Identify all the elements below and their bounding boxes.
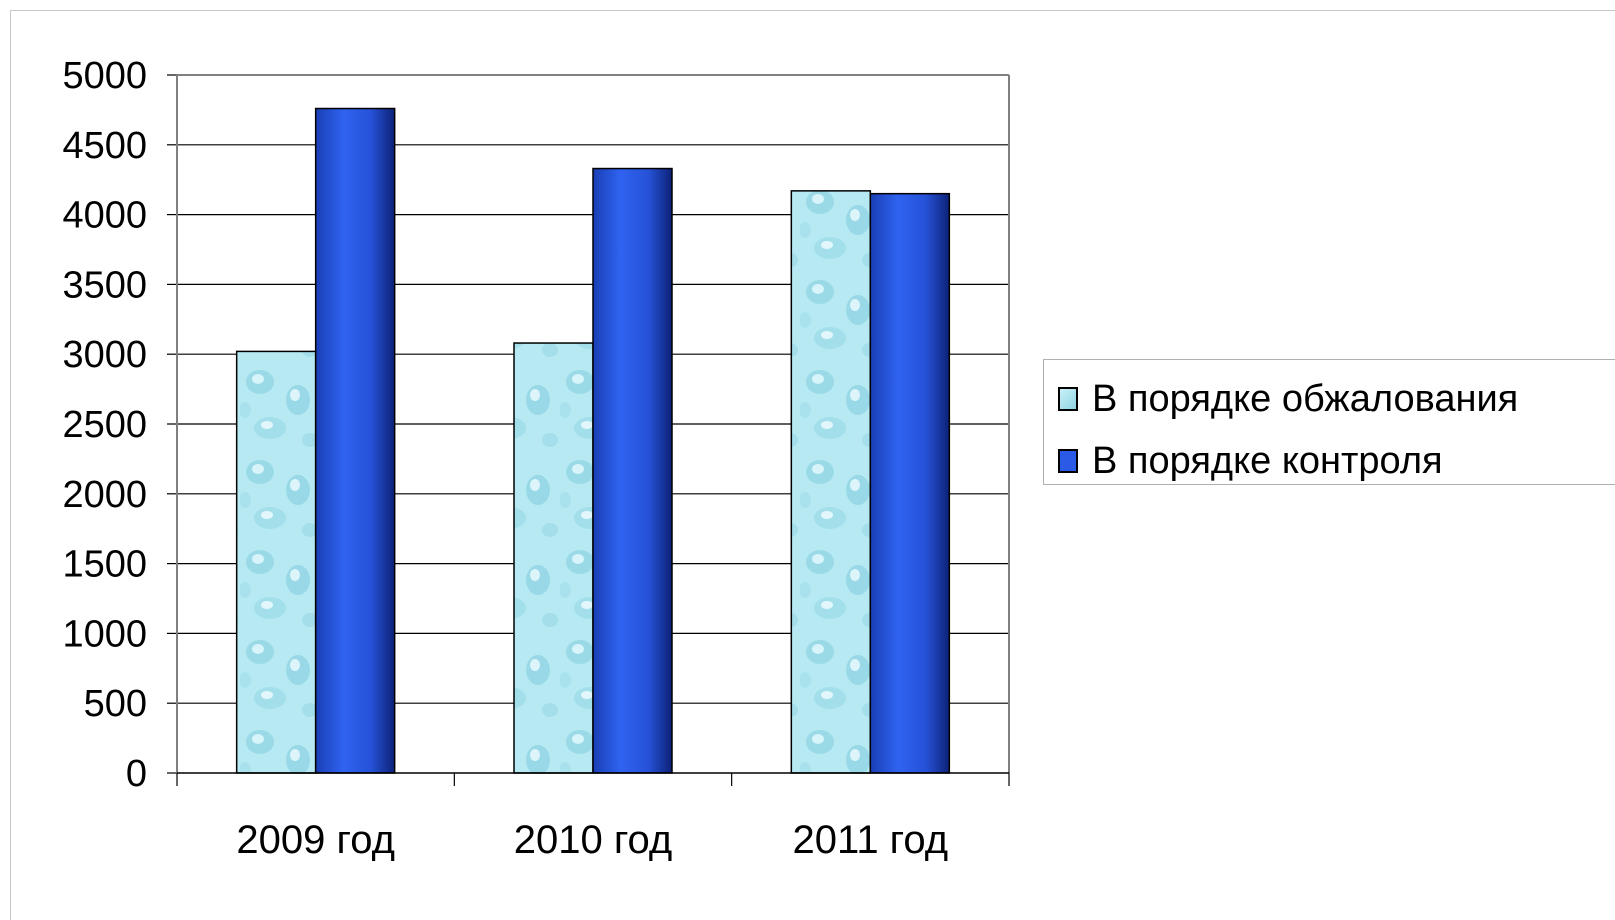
bar-control-1 [592, 167, 673, 774]
y-tick-label: 4500 [62, 125, 147, 167]
bar-control-0 [314, 107, 396, 774]
legend-item-control: В порядке контроля [1058, 439, 1443, 483]
bar-control-2 [869, 192, 951, 774]
bar-appeal-0 [235, 350, 317, 774]
y-tick-label: 500 [84, 683, 147, 725]
y-tick-label: 1000 [62, 613, 147, 655]
legend-label-control: В порядке контроля [1092, 439, 1443, 482]
legend-swatch-appeal [1058, 387, 1078, 411]
y-tick-label: 4000 [62, 195, 147, 237]
y-tick-label: 0 [126, 753, 147, 795]
y-tick-label: 3500 [62, 264, 147, 306]
y-tick-label: 2000 [62, 474, 147, 516]
axes [167, 74, 1010, 786]
legend-swatch-control [1058, 449, 1078, 473]
y-tick-label: 3000 [62, 334, 147, 376]
y-tick-label: 1500 [62, 544, 147, 586]
bars [235, 107, 951, 774]
bar-appeal-2 [790, 190, 872, 774]
legend: В порядке обжалования В порядке контроля [1043, 359, 1615, 485]
y-tick-label: 2500 [62, 404, 147, 446]
x-tick-label: 2011 год [793, 818, 949, 862]
legend-label-appeal: В порядке обжалования [1092, 377, 1519, 420]
y-tick-label: 5000 [62, 55, 147, 97]
x-tick-label: 2010 год [514, 818, 673, 862]
bar-appeal-1 [513, 342, 594, 774]
legend-item-appeal: В порядке обжалования [1058, 377, 1518, 421]
x-tick-label: 2009 год [236, 818, 395, 862]
tick-labels: 0 500 1000 1500 2000 2500 3000 3500 4000 4500 5000… [62, 55, 948, 862]
